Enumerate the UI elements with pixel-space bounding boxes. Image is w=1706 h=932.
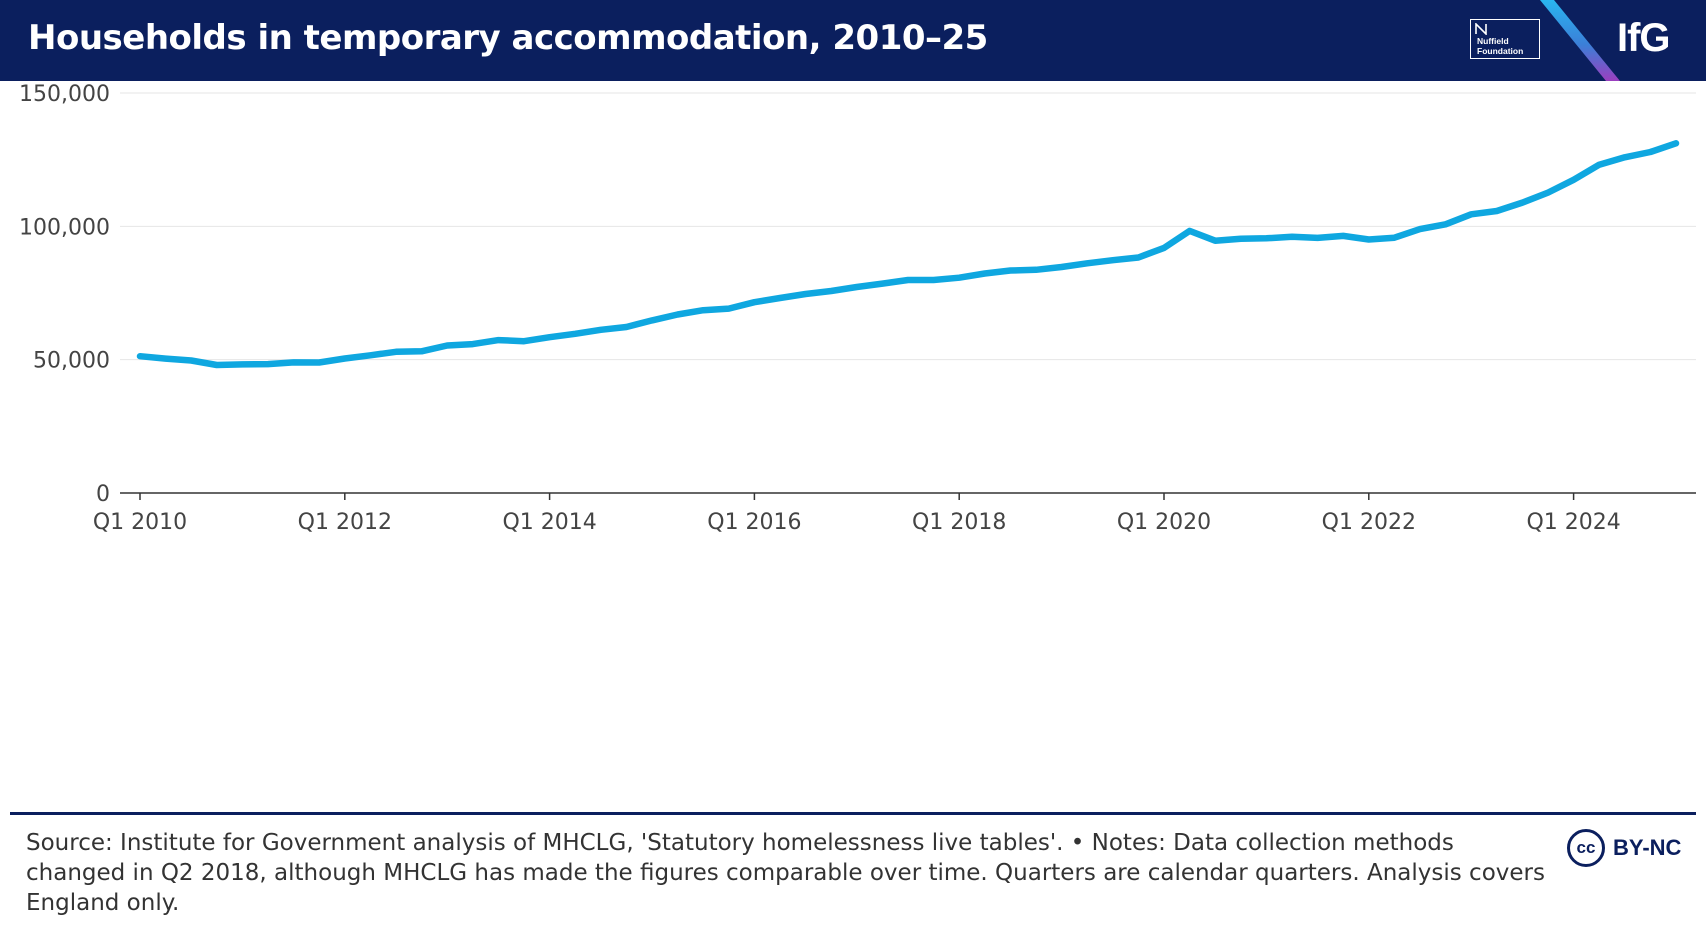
y-tick-label: 150,000: [19, 82, 110, 107]
y-tick-label: 100,000: [19, 215, 110, 240]
x-tick-label: Q1 2016: [707, 510, 801, 535]
license-label: BY-NC: [1613, 835, 1682, 860]
x-tick-label: Q1 2014: [502, 510, 596, 535]
x-tick-label: Q1 2022: [1322, 510, 1416, 535]
ifg-logo: IfG: [1617, 16, 1671, 60]
nuffield-foundation-logo: Nuffield Foundation: [1470, 19, 1540, 59]
x-tick-label: Q1 2020: [1117, 510, 1211, 535]
x-axis-labels: Q1 2010 Q1 2012 Q1 2014 Q1 2016 Q1 2018 Q1 20…: [93, 510, 1621, 535]
chart-header: Households in temporary accommodation, 2…: [0, 0, 1706, 81]
ifg-slash-icon: [1540, 0, 1620, 81]
source-note: Source: Institute for Government analysi…: [26, 830, 1545, 916]
x-tick-label: Q1 2018: [912, 510, 1006, 535]
x-tick-label: Q1 2012: [298, 510, 392, 535]
y-tick-label: 0: [96, 482, 110, 507]
nuffield-logo-text: Nuffield Foundation: [1477, 36, 1524, 56]
x-axis-ticks: [139, 493, 1575, 500]
series-group: [136, 140, 1680, 369]
y-tick-label: 50,000: [33, 349, 110, 374]
chart-title: Households in temporary accommodation, 2…: [28, 18, 988, 58]
creative-commons-icon: cc: [1567, 829, 1605, 867]
footer-divider: [10, 812, 1696, 815]
x-tick-label: Q1 2024: [1526, 510, 1620, 535]
x-tick-label: Q1 2010: [93, 510, 187, 535]
y-axis-labels: 0 50,000 100,000 150,000: [19, 82, 110, 507]
series-line: [136, 140, 1680, 369]
gridlines: [120, 92, 1696, 361]
nuffield-mark-icon: [1475, 23, 1487, 35]
